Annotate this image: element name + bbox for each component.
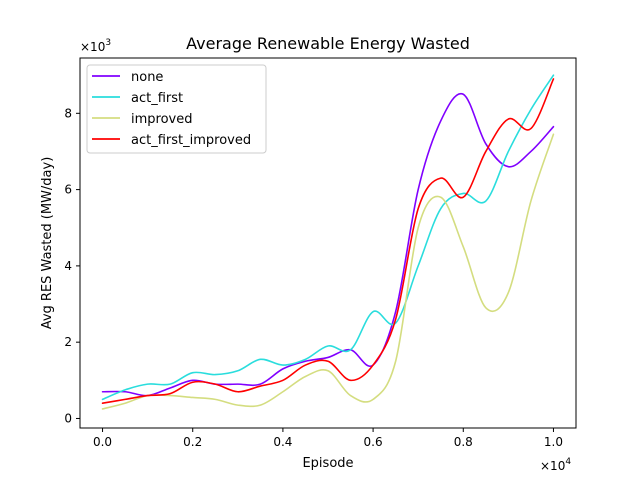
y-multiplier-base: ×10 bbox=[80, 40, 105, 54]
series-line-none bbox=[101, 92, 555, 397]
y-tick-label: 4 bbox=[64, 259, 72, 273]
x-multiplier-exp: 4 bbox=[565, 457, 571, 467]
legend-box bbox=[86, 64, 267, 154]
legend-label-act_first: act_first bbox=[131, 91, 183, 106]
x-tick-label: 0.4 bbox=[273, 435, 292, 449]
x-tick-label: 0.8 bbox=[454, 435, 473, 449]
x-axis-label: Episode bbox=[302, 456, 353, 471]
legend: none act_first improved act_first_improved bbox=[86, 64, 267, 154]
plot-lines bbox=[101, 74, 555, 410]
x-tick-label: 0.6 bbox=[364, 435, 383, 449]
y-multiplier-exp: 3 bbox=[105, 38, 111, 48]
y-ticks: 0 2 4 6 8 bbox=[64, 106, 80, 425]
plot-frame bbox=[79, 57, 577, 429]
y-tick-label: 8 bbox=[64, 106, 72, 120]
series-line-act_first_improved bbox=[101, 78, 555, 405]
svg-text:×103: ×103 bbox=[80, 38, 111, 54]
y-axis-label: Avg RES Wasted (MW/day) bbox=[40, 157, 55, 330]
svg-text:×104: ×104 bbox=[540, 457, 571, 473]
series-line-act_first bbox=[101, 74, 555, 401]
x-tick-label: 0.2 bbox=[183, 435, 202, 449]
x-tick-label: 0.0 bbox=[93, 435, 112, 449]
legend-label-none: none bbox=[131, 70, 163, 85]
chart-title: Average Renewable Energy Wasted bbox=[186, 34, 470, 53]
y-multiplier: ×103 bbox=[80, 38, 111, 54]
y-tick-label: 6 bbox=[64, 183, 72, 197]
x-ticks: 0.0 0.2 0.4 0.6 0.8 1.0 bbox=[93, 428, 563, 449]
series-line-improved bbox=[101, 133, 555, 410]
x-multiplier: ×104 bbox=[540, 457, 571, 473]
legend-label-improved: improved bbox=[131, 112, 192, 127]
y-tick-label: 0 bbox=[64, 411, 72, 425]
legend-label-act_first_improved: act_first_improved bbox=[131, 133, 251, 148]
x-multiplier-base: ×10 bbox=[540, 459, 565, 473]
x-tick-label: 1.0 bbox=[544, 435, 563, 449]
y-tick-label: 2 bbox=[64, 335, 72, 349]
